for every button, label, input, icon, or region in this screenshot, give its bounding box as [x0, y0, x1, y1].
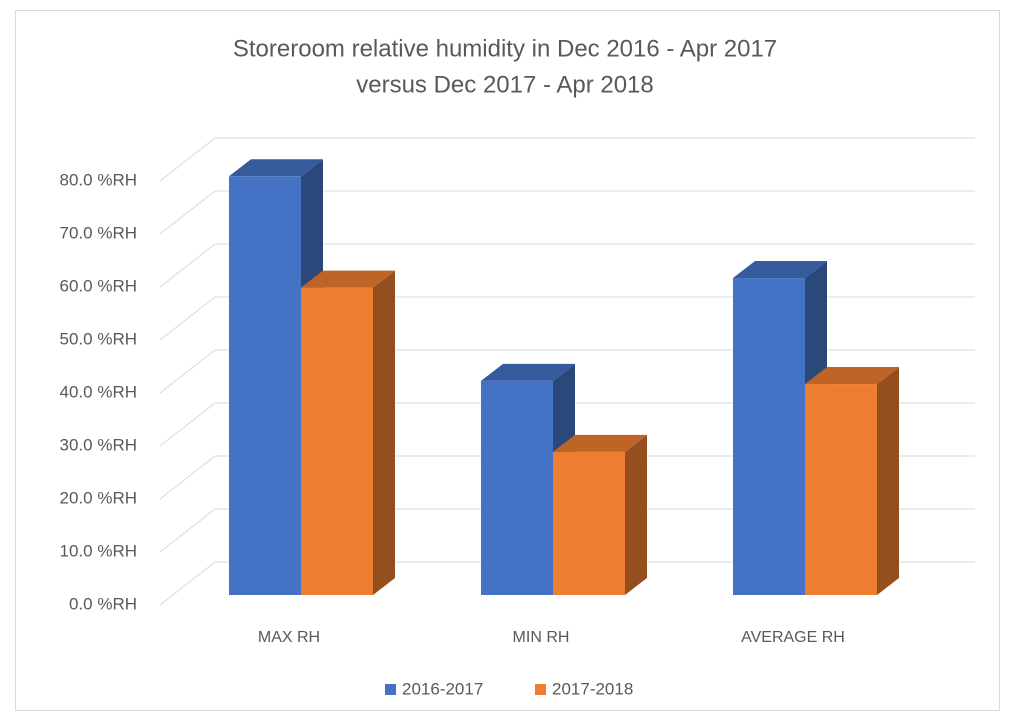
grid-line	[159, 349, 216, 394]
bar-front	[733, 278, 805, 595]
legend-label: 2017-2018	[552, 679, 633, 698]
bar-side	[625, 434, 647, 595]
grid-line	[159, 243, 216, 288]
y-tick-label: 0.0 %RH	[69, 594, 137, 613]
bar-top	[481, 363, 575, 381]
bar-top	[733, 261, 827, 279]
y-tick-label: 40.0 %RH	[60, 382, 137, 401]
y-tick-label: 50.0 %RH	[60, 329, 137, 348]
y-tick-label: 70.0 %RH	[60, 223, 137, 242]
bar-side	[373, 270, 395, 595]
bar-top	[805, 367, 899, 385]
chart-title: Storeroom relative humidity in Dec 2016 …	[233, 35, 777, 62]
y-tick-label: 30.0 %RH	[60, 435, 137, 454]
legend-label: 2016-2017	[402, 679, 483, 698]
x-tick-label: MIN RH	[513, 629, 570, 646]
bar-front	[301, 287, 373, 595]
grid-line	[159, 402, 216, 447]
grid-line	[159, 561, 216, 606]
bar	[553, 434, 647, 595]
y-tick-label: 20.0 %RH	[60, 488, 137, 507]
grid-line	[159, 190, 216, 235]
grid-line	[159, 508, 216, 553]
chart-frame	[15, 10, 1000, 711]
legend-swatch	[385, 684, 396, 695]
bar-top	[229, 159, 323, 177]
bar-top	[301, 270, 395, 288]
x-tick-label: MAX RH	[258, 629, 320, 646]
bar-side	[877, 367, 899, 595]
bar-front	[481, 380, 553, 595]
y-tick-label: 80.0 %RH	[60, 170, 137, 189]
bar	[301, 270, 395, 595]
y-tick-label: 60.0 %RH	[60, 276, 137, 295]
grid-line	[159, 455, 216, 500]
grid-line	[159, 137, 216, 182]
grid-line	[159, 296, 216, 341]
bar-front	[805, 384, 877, 595]
bar-front	[553, 451, 625, 595]
x-tick-label: AVERAGE RH	[741, 629, 845, 646]
bar-top	[553, 434, 647, 452]
bar	[733, 261, 827, 595]
chart-title: versus Dec 2017 - Apr 2018	[356, 71, 654, 98]
bar-front	[229, 176, 301, 596]
bar	[805, 367, 899, 595]
legend-swatch	[535, 684, 546, 695]
y-tick-label: 10.0 %RH	[60, 541, 137, 560]
